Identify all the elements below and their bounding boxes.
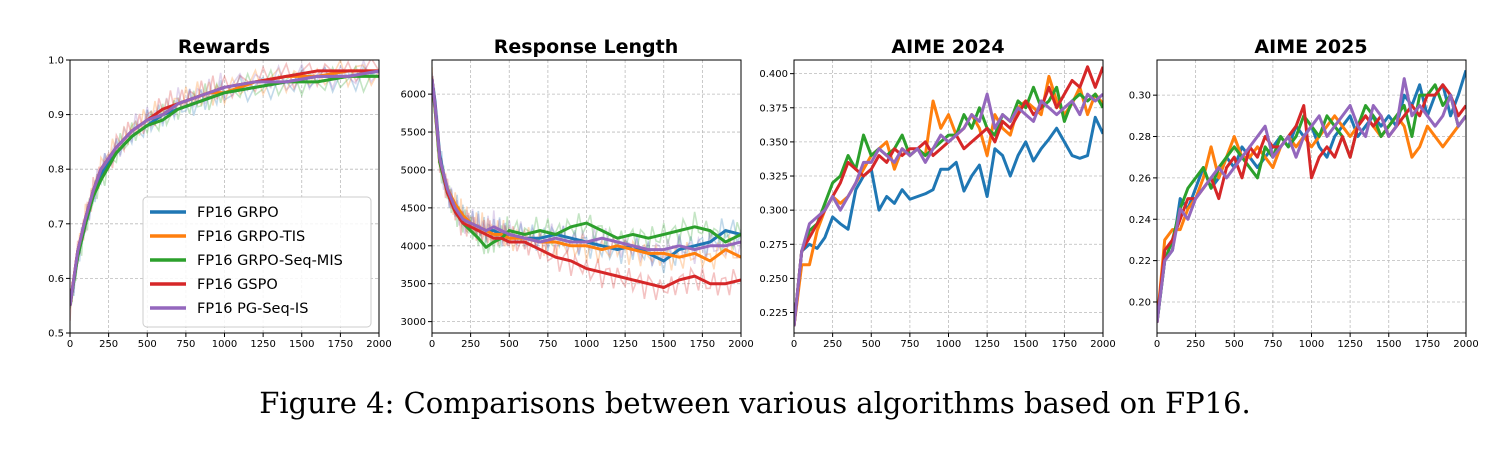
series-line [794, 92, 1103, 327]
y-tick-label: 0.30 [1129, 91, 1151, 102]
legend-label: FP16 PG-Seq-IS [197, 301, 308, 317]
x-tick-label: 250 [99, 339, 118, 350]
x-tick-label: 1000 [574, 339, 599, 350]
x-tick-label: 1000 [1299, 339, 1324, 350]
x-tick-label: 1750 [328, 339, 353, 350]
x-tick-label: 2000 [728, 339, 753, 350]
y-tick-label: 4500 [401, 203, 426, 214]
y-tick-label: 0.5 [48, 329, 64, 340]
x-tick-label: 1250 [1337, 339, 1362, 350]
y-tick-label: 0.225 [759, 308, 788, 319]
y-tick-label: 0.7 [48, 219, 64, 230]
panel-title-rewards: Rewards [178, 36, 270, 58]
y-tick-label: 6000 [401, 90, 426, 101]
x-tick-label: 750 [1263, 339, 1282, 350]
x-tick-label: 750 [900, 339, 919, 350]
panel-aime-2025: AIME 2025 0 250 500 750 1000 1250 1500 1750 2000… [1129, 36, 1479, 350]
series-line [1157, 114, 1466, 323]
legend-item: FP16 GRPO-Seq-MIS [150, 253, 343, 269]
x-tick-label: 1000 [936, 339, 961, 350]
x-tick-label: 500 [862, 339, 881, 350]
x-tick-label: 0 [791, 339, 797, 350]
y-tick-label: 0.375 [759, 103, 788, 114]
y-tick-label: 0.20 [1129, 297, 1151, 308]
legend-item: FP16 PG-Seq-IS [150, 301, 308, 317]
y-tick-label: 0.26 [1129, 173, 1151, 184]
x-tick-label: 500 [1225, 339, 1244, 350]
y-tick-label: 0.9 [48, 110, 64, 121]
x-tick-label: 1000 [212, 339, 237, 350]
x-tick-label: 2000 [366, 339, 391, 350]
y-tick-label: 0.350 [759, 137, 788, 148]
x-tick-label: 250 [461, 339, 480, 350]
x-tick-label: 750 [176, 339, 195, 350]
y-tick-label: 0.22 [1129, 256, 1151, 267]
x-tick-label: 500 [500, 339, 519, 350]
y-tick-label: 0.250 [759, 274, 788, 285]
x-tick-label: 0 [67, 339, 73, 350]
legend-label: FP16 GRPO [197, 205, 279, 221]
y-tick-label: 5000 [401, 165, 426, 176]
y-tick-label: 4000 [401, 241, 426, 252]
panel-aime-2024: AIME 2024 0 250 500 750 1000 1250 1500 1750 2000… [759, 36, 1115, 350]
x-tick-label: 1750 [690, 339, 715, 350]
x-tick-label: 0 [429, 339, 435, 350]
x-tick-label: 1750 [1415, 339, 1440, 350]
figure-caption: Figure 4: Comparisons between various al… [259, 386, 1251, 420]
x-tick-label: 2000 [1090, 339, 1115, 350]
x-tick-label: 1250 [612, 339, 637, 350]
y-tick-label: 0.8 [48, 165, 64, 176]
x-tick-label: 1500 [1376, 339, 1401, 350]
legend-item: FP16 GRPO-TIS [150, 229, 305, 245]
series-line [794, 115, 1103, 327]
x-tick-label: 1750 [1052, 339, 1077, 350]
legend-label: FP16 GRPO-TIS [197, 229, 305, 245]
y-tick-label: 0.300 [759, 206, 788, 217]
y-tick-label: 5500 [401, 128, 426, 139]
y-tick-label: 0.24 [1129, 215, 1151, 226]
panel-title-response-length: Response Length [494, 36, 679, 58]
y-tick-label: 0.325 [759, 172, 788, 183]
y-tick-label: 0.275 [759, 240, 788, 251]
panel-title-aime-2025: AIME 2025 [1254, 36, 1367, 58]
series-line [432, 78, 741, 289]
x-tick-label: 1250 [250, 339, 275, 350]
y-tick-label: 0.400 [759, 69, 788, 80]
series-line [432, 78, 741, 252]
x-tick-label: 1500 [651, 339, 676, 350]
series-line [1157, 77, 1466, 323]
x-tick-label: 750 [538, 339, 557, 350]
panel-response-length: Response Length 0 250 500 750 1000 1250 1500 17… [401, 36, 754, 350]
series-line [70, 69, 379, 306]
legend-box [142, 196, 372, 328]
x-tick-label: 0 [1154, 339, 1160, 350]
y-tick-label: 1.0 [48, 56, 64, 67]
legend-item: FP16 GSPO [150, 277, 278, 293]
y-tick-label: 3500 [401, 279, 426, 290]
y-tick-label: 0.28 [1129, 132, 1151, 143]
x-tick-label: 1500 [1013, 339, 1038, 350]
legend-label: FP16 GSPO [197, 277, 278, 293]
x-tick-label: 250 [1186, 339, 1205, 350]
x-tick-label: 2000 [1453, 339, 1478, 350]
x-tick-label: 500 [138, 339, 157, 350]
x-tick-label: 1500 [289, 339, 314, 350]
legend-item: FP16 GRPO [150, 205, 279, 221]
legend: FP16 GRPO FP16 GRPO-TIS FP16 GRPO-Seq-MI… [142, 196, 372, 328]
x-tick-label: 250 [823, 339, 842, 350]
panel-title-aime-2024: AIME 2024 [891, 36, 1004, 58]
raw-series-line [432, 75, 741, 274]
y-tick-label: 0.6 [48, 274, 64, 285]
legend-label: FP16 GRPO-Seq-MIS [197, 253, 343, 269]
x-tick-label: 1250 [974, 339, 999, 350]
y-tick-label: 3000 [401, 317, 426, 328]
